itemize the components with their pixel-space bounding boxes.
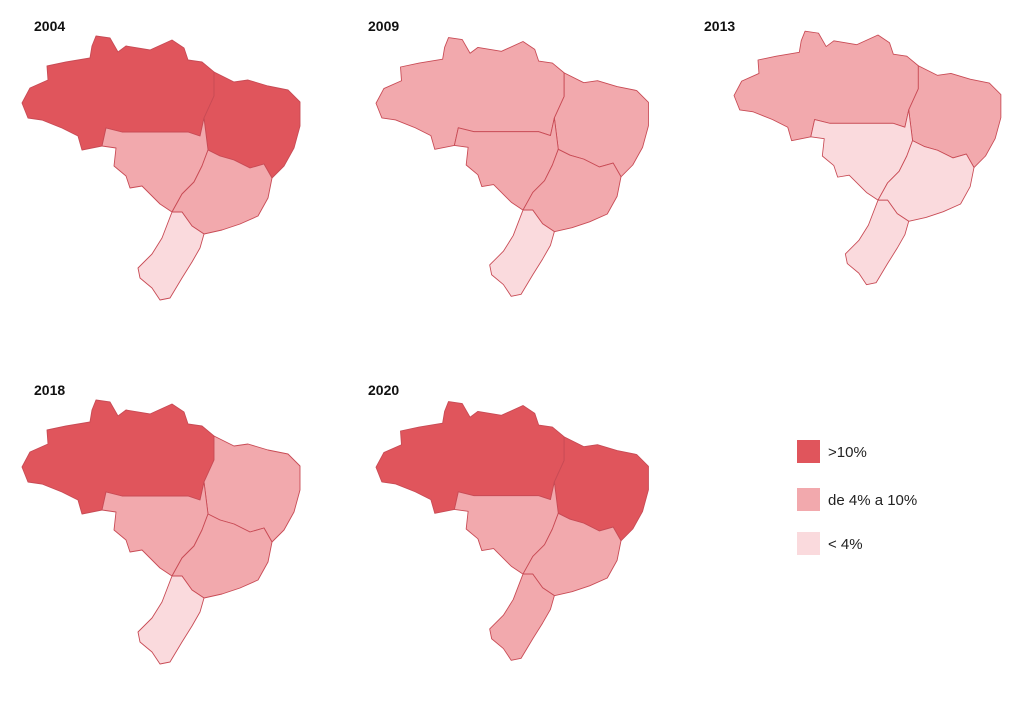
region-southeast bbox=[522, 512, 622, 597]
region-south bbox=[844, 199, 910, 286]
panel-title: 2009 bbox=[368, 18, 400, 34]
panel-title: 2013 bbox=[704, 18, 736, 34]
legend-swatch bbox=[797, 440, 820, 463]
brazil-map bbox=[21, 399, 301, 665]
map-panel-2009: 2009 bbox=[368, 14, 708, 344]
region-north bbox=[375, 37, 565, 150]
legend-label: < 4% bbox=[828, 536, 863, 553]
region-south bbox=[137, 211, 205, 301]
region-south bbox=[137, 575, 205, 665]
map-panel-2020: 2020 bbox=[368, 378, 708, 708]
region-north bbox=[733, 30, 919, 142]
legend-swatch bbox=[797, 532, 820, 555]
panel-title: 2018 bbox=[34, 382, 66, 398]
map-panel-2013: 2013 bbox=[704, 14, 1024, 344]
map-panel-2004: 2004 bbox=[21, 14, 368, 344]
legend-swatch bbox=[797, 488, 820, 511]
brazil-map bbox=[21, 35, 301, 301]
region-north bbox=[21, 35, 215, 151]
region-southeast bbox=[877, 140, 975, 222]
brazil-maps-figure: { "colors": { "high": "#e0555c", "mid": … bbox=[21, 14, 1024, 665]
map-panel-2018: 2018 bbox=[21, 378, 368, 708]
legend-label: de 4% a 10% bbox=[828, 492, 918, 509]
brazil-map bbox=[733, 30, 1002, 286]
region-southeast bbox=[522, 148, 622, 233]
panel-title: 2020 bbox=[368, 382, 400, 398]
brazil-map bbox=[375, 401, 649, 661]
region-north bbox=[375, 401, 565, 514]
region-south bbox=[489, 573, 555, 661]
brazil-map bbox=[375, 37, 649, 297]
legend-label: >10% bbox=[828, 444, 867, 461]
region-southeast bbox=[171, 149, 273, 235]
region-south bbox=[489, 209, 555, 297]
region-southeast bbox=[171, 513, 273, 599]
panel-title: 2004 bbox=[34, 18, 66, 34]
region-north bbox=[21, 399, 215, 515]
